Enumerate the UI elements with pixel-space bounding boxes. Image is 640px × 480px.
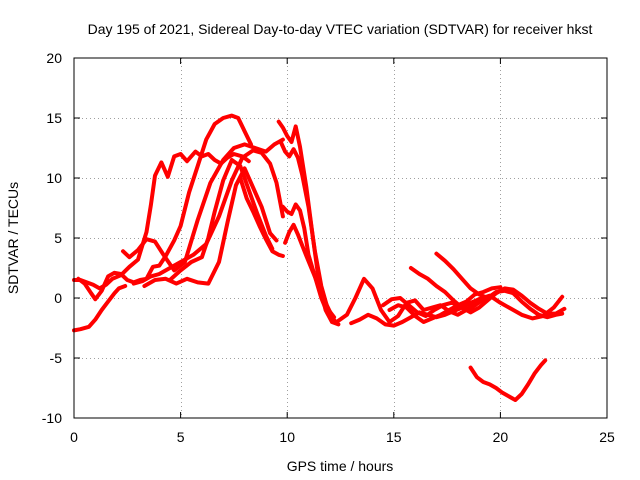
series-layer bbox=[72, 113, 567, 402]
series-arc-11 bbox=[280, 202, 339, 324]
y-tick-label: 15 bbox=[46, 110, 62, 126]
x-tick-label: 10 bbox=[279, 429, 295, 445]
series-arc-12 bbox=[283, 222, 334, 318]
series-arc-20 bbox=[468, 358, 548, 402]
series-arc-7 bbox=[167, 158, 275, 282]
series-arc-19 bbox=[477, 293, 565, 321]
y-tick-label: -5 bbox=[50, 350, 63, 366]
y-tick-label: 10 bbox=[46, 170, 62, 186]
series-arc-8 bbox=[238, 176, 285, 258]
y-tick-label: 5 bbox=[54, 230, 62, 246]
x-tick-label: 5 bbox=[177, 429, 185, 445]
x-tick-label: 0 bbox=[70, 429, 78, 445]
series-arc-1 bbox=[72, 284, 128, 333]
series-arc-3 bbox=[76, 113, 253, 302]
tick-layer: 0 5 10 15 20 25 -10 -5 0 5 10 15 20 bbox=[42, 50, 615, 445]
y-tick-label: 20 bbox=[46, 50, 62, 66]
x-tick-label: 20 bbox=[493, 429, 509, 445]
x-tick-label: 15 bbox=[386, 429, 402, 445]
series-arc-4 bbox=[121, 137, 285, 273]
series-arc-17 bbox=[408, 266, 567, 316]
chart-title: Day 195 of 2021, Sidereal Day-to-day VTE… bbox=[88, 21, 593, 37]
series-arc-16 bbox=[387, 285, 503, 324]
y-tick-label: 0 bbox=[54, 290, 62, 306]
series-arc-5 bbox=[131, 148, 285, 286]
x-axis-label: GPS time / hours bbox=[287, 458, 394, 474]
y-axis-label: SDTVAR / TECUs bbox=[5, 182, 21, 294]
y-tick-label: -10 bbox=[42, 410, 62, 426]
x-tick-label: 25 bbox=[599, 429, 615, 445]
